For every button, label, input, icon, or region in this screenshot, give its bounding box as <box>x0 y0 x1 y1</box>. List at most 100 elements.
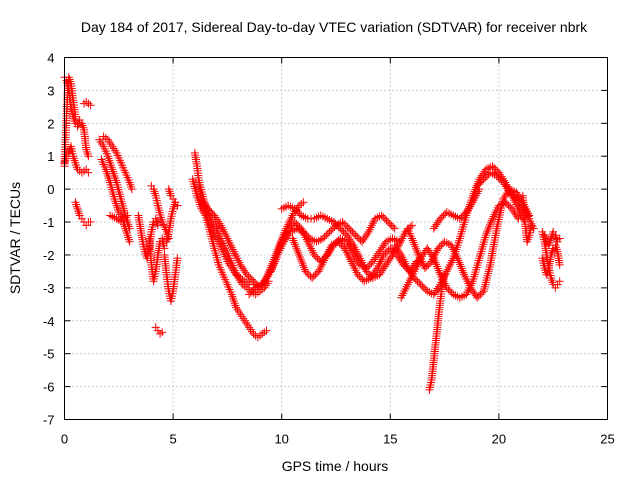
data-point <box>478 176 487 185</box>
data-point <box>457 292 466 301</box>
data-point <box>86 218 95 227</box>
data-point <box>299 198 308 207</box>
data-point <box>375 212 384 221</box>
data-point <box>334 237 343 246</box>
data-point <box>507 190 516 199</box>
data-point <box>103 169 112 178</box>
data-point <box>340 219 349 228</box>
data-point <box>555 234 564 243</box>
data-point <box>229 297 238 306</box>
data-point <box>311 270 320 279</box>
data-point <box>246 273 255 282</box>
data-point <box>84 152 93 161</box>
data-point <box>484 170 493 179</box>
data-point <box>411 275 420 284</box>
data-point <box>301 267 310 276</box>
data-point <box>432 260 441 269</box>
data-point <box>242 270 251 279</box>
data-point <box>72 202 81 211</box>
data-point <box>151 189 159 198</box>
data-point <box>292 206 301 215</box>
data-point <box>456 262 465 271</box>
data-point <box>323 229 332 238</box>
data-point <box>337 226 346 235</box>
x-tick-label: 25 <box>600 432 614 447</box>
data-point <box>153 221 162 230</box>
data-point <box>494 173 503 182</box>
data-point <box>364 269 373 278</box>
data-point <box>467 200 476 209</box>
data-point <box>353 270 362 279</box>
data-point <box>123 211 132 220</box>
data-point <box>127 182 136 191</box>
data-point <box>334 222 343 231</box>
data-point <box>457 264 466 273</box>
plot-frame <box>64 57 608 420</box>
data-point <box>437 213 446 222</box>
data-point <box>125 237 134 246</box>
data-point <box>408 236 417 245</box>
data-point <box>126 180 135 189</box>
data-point <box>83 150 92 159</box>
data-point <box>453 254 462 263</box>
data-point <box>555 260 564 269</box>
data-point <box>505 188 514 197</box>
data-point <box>295 250 304 259</box>
data-point <box>299 261 308 270</box>
data-point <box>362 267 371 276</box>
x-tick-labels: 0 5 10 15 20 25 <box>61 432 615 447</box>
data-point <box>493 222 502 231</box>
data-point <box>291 240 300 249</box>
data-point <box>247 275 256 284</box>
data-point <box>348 239 357 248</box>
data-point <box>169 202 178 211</box>
x-tick-label: 5 <box>169 432 176 447</box>
data-point <box>485 222 494 231</box>
data-point <box>510 193 519 202</box>
data-point <box>438 239 447 248</box>
data-point <box>424 260 433 269</box>
data-point <box>292 219 301 228</box>
data-point <box>473 181 482 190</box>
data-point <box>268 263 277 272</box>
data-point <box>395 248 404 257</box>
data-point <box>442 283 451 292</box>
data-point <box>294 248 303 257</box>
y-tick-label: -1 <box>43 215 55 230</box>
data-point <box>266 267 275 276</box>
data-point <box>458 266 467 275</box>
y-tick-label: -3 <box>43 281 55 296</box>
data-point <box>102 167 111 176</box>
data-point <box>231 301 240 310</box>
data-point <box>105 176 114 185</box>
data-point <box>349 229 358 238</box>
data-point <box>338 218 347 227</box>
data-point <box>310 250 319 259</box>
data-point <box>348 227 357 236</box>
data-point <box>105 156 114 165</box>
data-point <box>299 227 308 236</box>
data-point <box>415 278 424 287</box>
data-point <box>411 242 420 251</box>
data-point <box>325 227 334 236</box>
y-tick-label: 4 <box>47 51 54 66</box>
data-point <box>486 218 495 227</box>
data-point <box>371 266 380 275</box>
data-point <box>380 214 389 223</box>
data-point <box>70 156 79 165</box>
data-point <box>419 283 428 292</box>
data-point <box>320 232 329 241</box>
data-point <box>433 264 442 273</box>
data-point <box>82 145 91 154</box>
data-point <box>333 221 342 230</box>
x-tick-label: 15 <box>383 432 397 447</box>
data-point <box>267 265 276 274</box>
data-point <box>84 168 93 177</box>
y-tick-label: 3 <box>47 83 54 98</box>
data-point <box>104 174 113 183</box>
data-point <box>263 272 272 281</box>
y-tick-label: -7 <box>43 413 55 428</box>
data-point <box>346 226 355 235</box>
data-point <box>485 263 494 272</box>
data-point <box>476 178 485 187</box>
